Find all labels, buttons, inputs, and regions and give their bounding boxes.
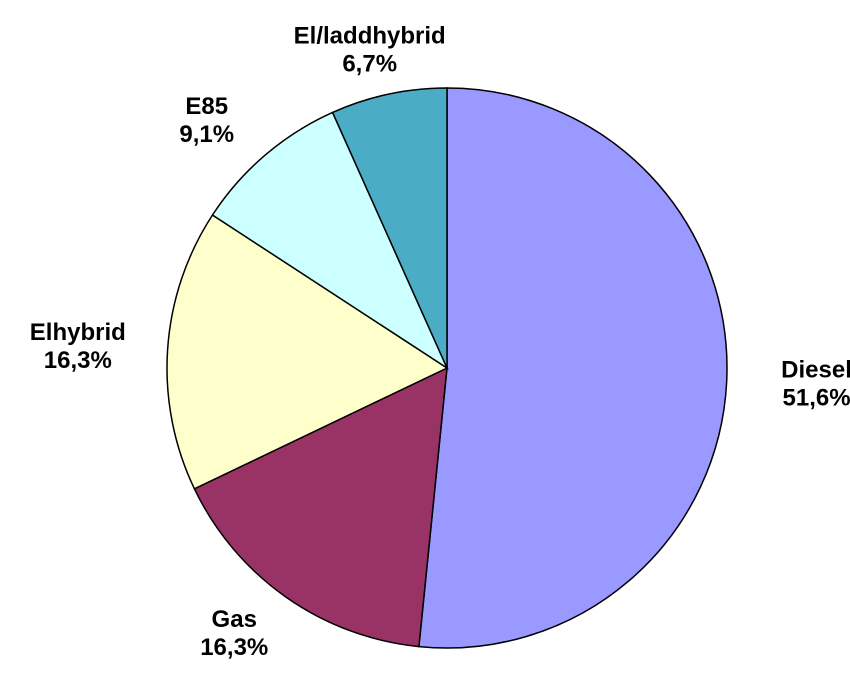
- slice-label: El/laddhybrid: [294, 23, 446, 50]
- slice-label: Elhybrid: [30, 319, 126, 346]
- pie-slice: [211, 111, 449, 371]
- value-label: 16,3%: [44, 347, 112, 374]
- value-label: 16,3%: [200, 634, 268, 661]
- slice-label: Gas: [212, 606, 257, 633]
- value-label: 6,7%: [342, 51, 397, 78]
- value-label: 9,1%: [179, 121, 234, 148]
- pie-slice: [331, 87, 448, 369]
- slice-label: Diesel: [781, 357, 850, 384]
- slice-label: E85: [185, 93, 228, 120]
- pie-slice: [166, 213, 449, 490]
- pie-slice: [418, 87, 728, 649]
- pie-slice: [193, 366, 448, 648]
- value-label: 51,6%: [783, 385, 850, 412]
